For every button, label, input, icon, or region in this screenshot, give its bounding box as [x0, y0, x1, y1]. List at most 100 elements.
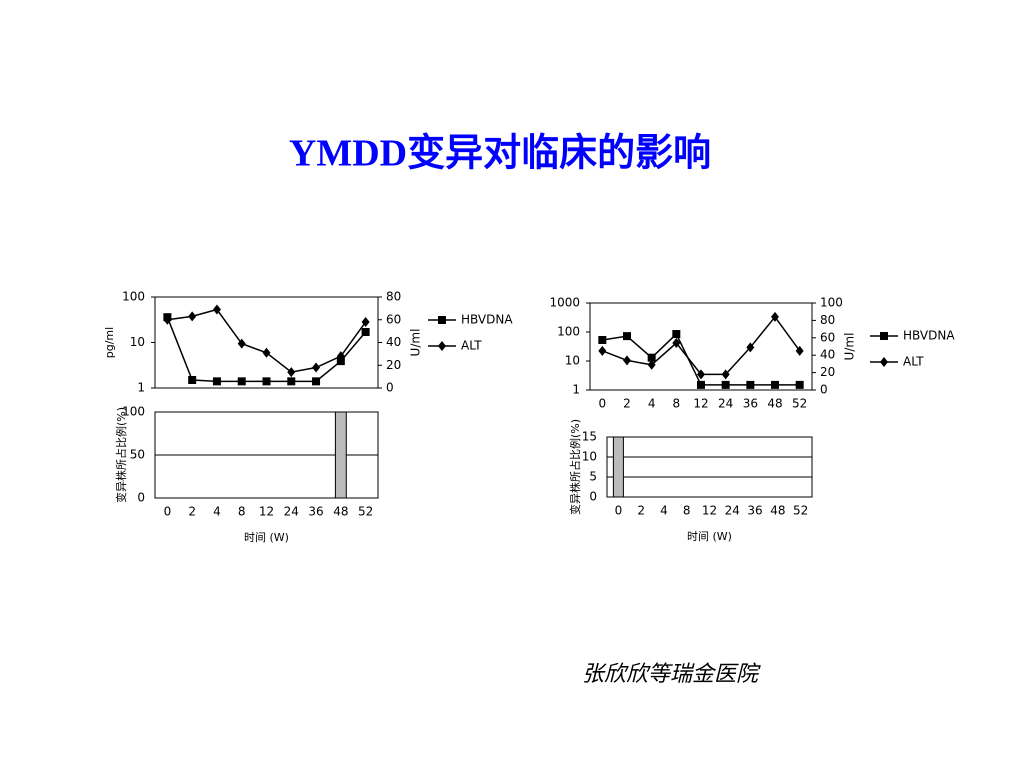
x-tick-label: 48: [333, 505, 348, 519]
y-tick-label: 10: [565, 354, 580, 368]
y2-tick-label: 100: [820, 296, 843, 310]
y2-tick-label: 20: [820, 365, 835, 379]
x-tick-label: 4: [213, 505, 221, 519]
x-tick-label: 48: [770, 504, 785, 518]
point: [697, 369, 705, 380]
point: [623, 355, 631, 366]
x-tick-label: 12: [702, 504, 717, 518]
x-axis-label: 时间 (W): [244, 531, 289, 544]
point: [336, 351, 345, 362]
point: [212, 304, 221, 315]
point: [438, 316, 446, 324]
y2-tick-label: 40: [820, 348, 835, 362]
y-tick-label: 1: [137, 381, 145, 395]
point: [262, 347, 271, 358]
y-tick-label: 1: [572, 383, 580, 397]
x-axis-label: 时间 (W): [687, 530, 732, 543]
point: [598, 345, 607, 356]
y2-tick-label: 20: [386, 358, 401, 372]
x-tick-label: 2: [188, 505, 196, 519]
y2-axis-label: U/ml: [843, 333, 857, 361]
x-tick-label: 36: [308, 505, 323, 519]
point: [312, 377, 321, 386]
x-tick-label: 4: [660, 504, 668, 518]
x-tick-label: 8: [238, 505, 246, 519]
point: [746, 380, 755, 389]
point: [746, 342, 755, 353]
y-tick-label: 100: [122, 290, 145, 304]
legend-label: ALT: [903, 355, 924, 369]
y-tick-label: 10: [130, 335, 145, 349]
point: [163, 314, 172, 325]
point: [287, 377, 296, 386]
y2-tick-label: 60: [386, 312, 401, 326]
point: [647, 359, 656, 370]
point: [771, 311, 779, 322]
bar: [612, 436, 624, 498]
y2-tick-label: 80: [820, 313, 835, 327]
y-tick-label: 10: [582, 450, 597, 464]
x-tick-label: 36: [747, 504, 762, 518]
point: [237, 338, 246, 349]
y-axis-label: 变异株所占比例(%): [568, 419, 582, 515]
x-tick-label: 0: [164, 505, 172, 519]
point: [697, 380, 705, 389]
x-tick-label: 12: [693, 397, 708, 411]
point: [795, 380, 804, 389]
y-axis-label: pg/ml: [103, 327, 116, 358]
point: [188, 311, 197, 322]
y2-tick-label: 80: [386, 290, 401, 304]
point: [647, 353, 656, 362]
x-tick-label: 36: [743, 397, 758, 411]
plot-frame: [589, 302, 813, 391]
point: [361, 328, 370, 337]
x-tick-label: 0: [599, 397, 607, 411]
y-tick-label: 100: [122, 405, 145, 419]
legend-label: HBVDNA: [461, 313, 513, 327]
point: [880, 357, 888, 367]
x-tick-label: 24: [725, 504, 740, 518]
x-tick-label: 8: [673, 397, 681, 411]
y-tick-label: 100: [557, 325, 580, 339]
point: [237, 377, 246, 386]
y2-axis-label: U/ml: [409, 329, 423, 357]
point: [262, 377, 271, 386]
point: [623, 332, 631, 341]
slide-title: YMDD变异对临床的影响: [289, 133, 711, 175]
point: [188, 375, 197, 384]
y2-tick-label: 0: [386, 381, 394, 395]
y-tick-label: 5: [589, 470, 597, 484]
y2-tick-label: 0: [820, 383, 828, 397]
x-tick-label: 52: [793, 504, 808, 518]
point: [672, 330, 681, 339]
point: [361, 317, 370, 328]
point: [771, 380, 779, 389]
y-tick-label: 0: [137, 491, 145, 505]
series-line: [602, 315, 801, 376]
y-tick-label: 15: [582, 430, 597, 444]
y-tick-label: 50: [130, 448, 145, 462]
legend-label: ALT: [461, 339, 482, 353]
x-tick-label: 12: [259, 505, 274, 519]
point: [438, 341, 446, 351]
y-tick-label: 1000: [549, 296, 580, 310]
point: [880, 332, 888, 340]
series-line: [167, 308, 367, 373]
x-tick-label: 4: [648, 397, 656, 411]
point: [312, 362, 321, 373]
x-tick-label: 8: [683, 504, 691, 518]
plot-frame: [154, 296, 379, 389]
x-tick-label: 2: [637, 504, 645, 518]
x-tick-label: 24: [718, 397, 733, 411]
credit: 张欣欣等瑞金医院: [582, 661, 761, 686]
y2-tick-label: 60: [820, 330, 835, 344]
x-tick-label: 52: [358, 505, 373, 519]
point: [287, 367, 296, 378]
x-tick-label: 48: [767, 397, 782, 411]
point: [598, 335, 607, 344]
x-tick-label: 0: [615, 504, 623, 518]
point: [212, 377, 221, 386]
x-tick-label: 24: [284, 505, 299, 519]
point: [672, 338, 681, 349]
